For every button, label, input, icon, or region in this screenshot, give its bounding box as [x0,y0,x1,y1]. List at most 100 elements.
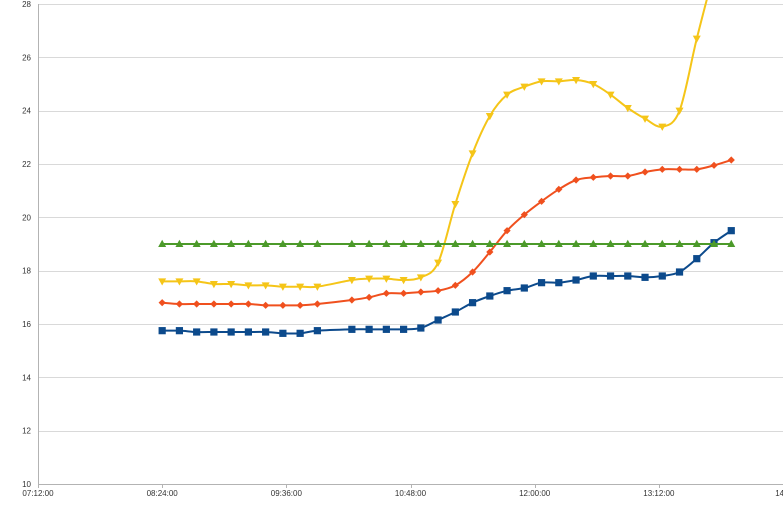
data-point-marker [641,115,650,123]
data-point-marker [175,327,184,335]
data-point-marker [692,239,701,247]
series-3 [158,239,736,247]
grid-lines [38,4,783,432]
x-tick-label: 09:36:00 [271,489,303,498]
y-tick-labels: 10 12 14 16 18 20 22 24 26 28 [22,0,31,489]
x-tick-label: 12:00:00 [519,489,551,498]
data-point-marker [486,292,494,300]
data-point-marker [693,255,701,263]
y-tick-label: 24 [22,107,31,116]
data-point-marker [348,325,356,333]
x-tick-label: 07:12:00 [22,489,54,498]
data-point-marker [158,278,167,286]
data-point-marker [555,185,563,193]
data-point-marker [675,165,684,173]
data-point-marker [520,239,529,247]
data-point-marker [624,272,632,280]
data-point-marker [727,227,735,235]
data-point-marker [192,239,201,247]
data-point-marker [261,239,270,247]
data-point-marker [193,300,201,308]
data-point-marker [624,172,632,180]
data-point-marker [365,293,373,301]
data-point-marker [278,283,287,291]
data-point-marker [296,283,305,291]
data-point-marker [503,227,511,235]
data-point-marker [451,281,459,289]
data-point-marker [399,239,408,247]
data-point-marker [606,172,615,180]
data-point-marker [468,268,477,276]
axes [38,4,783,488]
data-point-marker [175,239,184,247]
data-point-marker [296,239,305,247]
data-point-marker [262,301,270,309]
data-point-marker [451,239,460,247]
data-point-marker [658,123,667,131]
data-point-marker [158,239,167,247]
data-point-marker [503,287,511,295]
data-point-marker [227,300,235,308]
data-point-marker [382,239,391,247]
data-point-marker [727,239,736,247]
data-point-marker [382,289,390,297]
data-point-marker [416,274,425,282]
data-point-marker [417,324,425,332]
y-tick-label: 28 [22,0,31,9]
data-point-marker [555,279,563,287]
data-point-marker [434,287,442,295]
data-point-marker [227,281,236,289]
data-point-marker [675,239,684,247]
data-point-marker [693,165,701,173]
data-point-marker [296,301,304,309]
data-point-marker [485,239,494,247]
data-point-marker [468,150,477,158]
data-point-marker [692,35,701,43]
data-point-marker [503,239,512,247]
data-point-marker [210,300,218,308]
data-point-marker [279,301,287,309]
data-point-marker [641,273,649,281]
data-point-marker [434,259,443,267]
data-point-marker [313,327,321,335]
data-point-marker [554,239,563,247]
data-point-marker [400,325,408,333]
data-point-marker [313,239,322,247]
data-point-marker [348,296,356,304]
x-tick-labels: 07:12:00 08:24:00 09:36:00 10:48:00 12:00:00… [22,489,783,498]
data-point-marker [485,113,494,121]
data-point-marker [727,156,735,164]
data-point-marker [261,282,270,290]
y-tick-label: 22 [22,160,31,169]
data-point-marker [520,284,528,292]
data-point-marker [658,165,666,173]
data-point-marker [572,239,581,247]
data-point-marker [451,308,459,316]
data-point-marker [468,299,477,307]
data-point-marker [572,176,580,184]
data-point-marker [434,239,443,247]
data-point-marker [382,275,391,283]
data-point-marker [641,168,649,176]
y-tick-label: 10 [22,480,31,489]
data-point-marker [434,316,442,324]
data-point-marker [193,328,201,336]
data-point-marker [209,281,218,289]
data-point-marker [262,328,270,336]
data-point-marker [589,81,598,89]
data-point-marker [572,77,581,85]
data-point-marker [503,91,512,99]
data-point-marker [192,278,201,286]
data-point-marker [209,239,218,247]
data-point-marker [278,239,287,247]
data-point-marker [416,239,425,247]
y-tick-label: 26 [22,53,31,62]
data-point-marker [296,329,304,337]
data-point-marker [675,268,684,276]
data-point-marker [227,239,236,247]
data-point-marker [710,239,719,247]
data-point-marker [347,239,356,247]
data-point-marker [382,325,390,333]
data-point-marker [451,201,460,209]
data-point-marker [606,272,615,280]
